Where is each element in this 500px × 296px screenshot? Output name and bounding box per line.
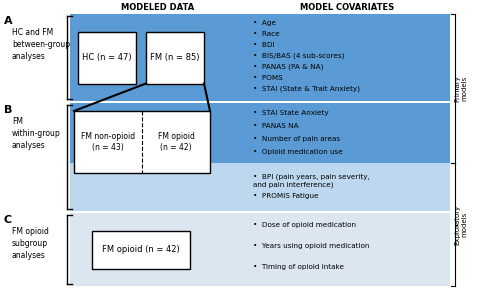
Bar: [70, 213, 450, 286]
Text: •  Number of pain areas: • Number of pain areas: [253, 136, 340, 142]
Text: •  BDI: • BDI: [253, 42, 274, 48]
Text: HC and FM
between-group
analyses: HC and FM between-group analyses: [12, 28, 70, 61]
Text: •  POMS: • POMS: [253, 75, 283, 81]
Bar: [74, 111, 210, 173]
Text: •  PROMIS Fatigue: • PROMIS Fatigue: [253, 193, 318, 199]
Text: FM opioid (n = 42): FM opioid (n = 42): [102, 245, 180, 254]
Bar: [70, 163, 450, 211]
Text: •  Race: • Race: [253, 31, 280, 37]
Text: MODELED DATA: MODELED DATA: [121, 3, 194, 12]
Text: B: B: [4, 105, 12, 115]
Text: FM (n = 85): FM (n = 85): [150, 53, 200, 62]
Text: MODEL COVARIATES: MODEL COVARIATES: [300, 3, 394, 12]
Text: •  Timing of opioid intake: • Timing of opioid intake: [253, 264, 344, 270]
Bar: [78, 31, 136, 83]
Text: •  Years using opioid medication: • Years using opioid medication: [253, 243, 370, 249]
Text: •  PANAS NA: • PANAS NA: [253, 123, 298, 129]
Text: •  Dose of opioid medication: • Dose of opioid medication: [253, 222, 356, 228]
Bar: [92, 231, 190, 268]
Text: •  Opioid medication use: • Opioid medication use: [253, 149, 343, 155]
Text: •  STAI State Anxiety: • STAI State Anxiety: [253, 110, 328, 116]
Text: •  BIS/BAS (4 sub-scores): • BIS/BAS (4 sub-scores): [253, 53, 344, 59]
Text: FM
within-group
analyses: FM within-group analyses: [12, 117, 61, 149]
Text: A: A: [4, 16, 12, 26]
Text: C: C: [4, 215, 12, 225]
Text: FM opioid
(n = 42): FM opioid (n = 42): [158, 132, 194, 152]
Text: •  PANAS (PA & NA): • PANAS (PA & NA): [253, 64, 324, 70]
Text: •  STAI (State & Trait Anxiety): • STAI (State & Trait Anxiety): [253, 86, 360, 92]
Text: Exploratory
models: Exploratory models: [454, 204, 468, 244]
Text: FM opioid
subgroup
analyses: FM opioid subgroup analyses: [12, 227, 49, 260]
Text: HC (n = 47): HC (n = 47): [82, 53, 132, 62]
Text: •  BPI (pain years, pain severity,
and pain interference): • BPI (pain years, pain severity, and pa…: [253, 173, 370, 187]
Text: Primary
models: Primary models: [454, 75, 468, 102]
Bar: [70, 103, 450, 163]
Bar: [146, 31, 204, 83]
Text: •  Age: • Age: [253, 20, 276, 26]
Bar: [70, 14, 450, 101]
Text: FM non-opioid
(n = 43): FM non-opioid (n = 43): [81, 132, 135, 152]
